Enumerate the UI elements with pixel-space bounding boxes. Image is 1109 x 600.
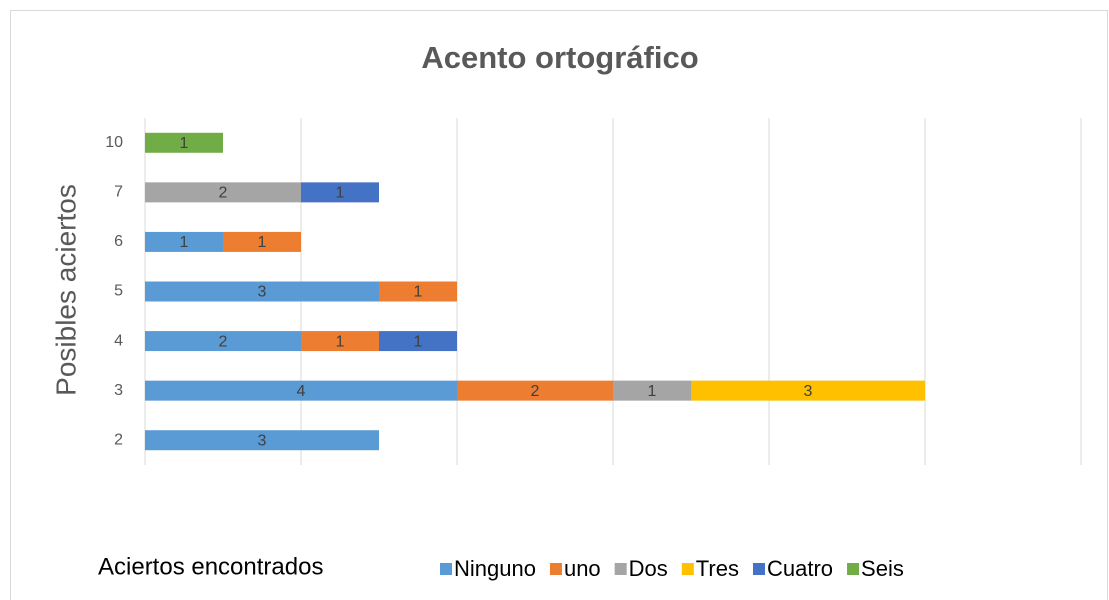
bar-segment	[691, 380, 925, 401]
bar-segment	[301, 182, 379, 203]
y-tick-label: 10	[105, 134, 123, 151]
legend-label: Dos	[629, 556, 668, 581]
bar-segment	[145, 132, 223, 153]
legend-swatch	[752, 563, 765, 575]
bar-segment	[301, 331, 379, 352]
bar-segment	[145, 380, 457, 401]
legend-swatch	[847, 563, 860, 575]
data-label: 1	[258, 234, 267, 251]
y-tick-label: 2	[114, 431, 123, 448]
data-label: 1	[414, 284, 423, 301]
data-label: 3	[258, 432, 267, 449]
y-tick-label: 3	[114, 382, 123, 399]
legend-swatch	[681, 563, 694, 575]
data-label: 3	[258, 284, 267, 301]
data-label: 1	[180, 135, 189, 152]
data-label: 1	[414, 333, 423, 350]
bar-segment	[613, 380, 691, 401]
y-axis-label: Posibles aciertos	[50, 184, 81, 396]
y-tick-label: 4	[114, 332, 123, 349]
legend-label: uno	[564, 556, 601, 581]
data-label: 1	[336, 185, 345, 202]
legend-label: Cuatro	[767, 556, 833, 581]
legend-swatch	[549, 563, 562, 575]
bar-segment	[145, 281, 379, 302]
bar-segment	[145, 430, 379, 451]
x-axis-label: Aciertos encontrados	[98, 553, 323, 580]
chart-title: Acento ortográfico	[421, 40, 698, 75]
data-label: 3	[804, 383, 813, 400]
bar-segment	[379, 331, 457, 352]
bar-segment	[145, 182, 301, 203]
legend-swatch	[440, 563, 452, 575]
data-label: 4	[297, 383, 306, 400]
bar-segment	[223, 231, 301, 252]
legend-swatch	[614, 563, 627, 575]
data-label: 2	[219, 333, 228, 350]
y-tick-label: 5	[114, 283, 123, 300]
data-label: 2	[531, 383, 540, 400]
legend-label: Tres	[696, 556, 739, 581]
bar-segment	[145, 331, 301, 352]
data-label: 1	[648, 383, 657, 400]
data-label: 2	[219, 185, 228, 202]
bar-segment	[145, 231, 223, 252]
y-tick-label: 6	[114, 233, 123, 250]
data-label: 1	[180, 234, 189, 251]
chart-border	[10, 10, 1108, 600]
legend-label: Ninguno	[454, 556, 536, 581]
bar-segment	[457, 380, 613, 401]
y-tick-label: 7	[114, 184, 123, 201]
bar-segment	[379, 281, 457, 302]
data-label: 1	[336, 333, 345, 350]
legend-label: Seis	[861, 556, 904, 581]
